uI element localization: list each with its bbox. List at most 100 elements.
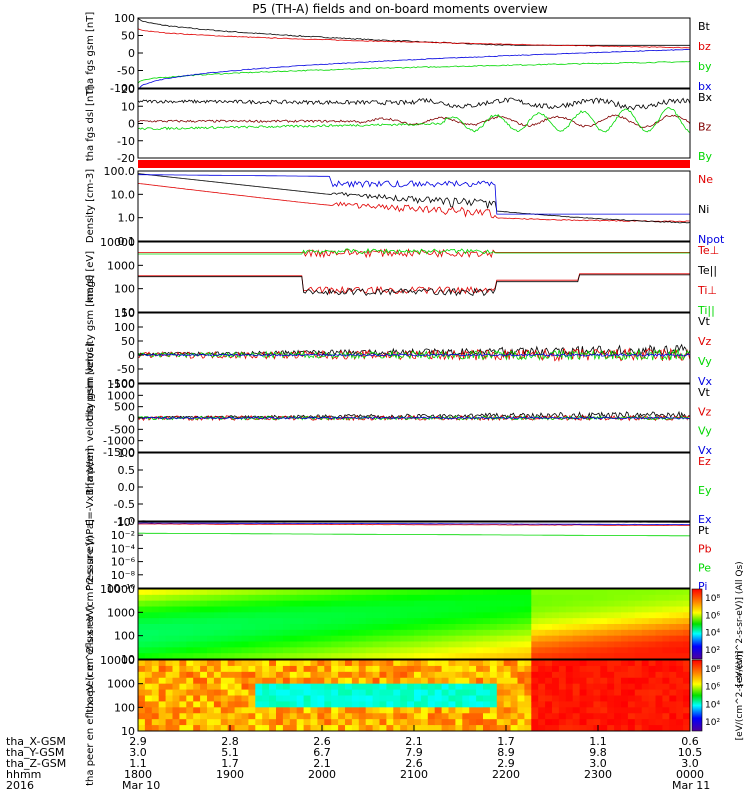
spectrogram-cell [144,624,153,631]
spectrogram-cell [172,606,180,613]
spectrogram-cell [434,713,443,720]
spectrogram-cell [607,635,615,642]
spectrogram-cell [441,713,449,720]
spectrogram-cell [386,713,394,720]
spectrogram-cell [600,629,608,637]
spectrogram-cell [386,647,394,654]
spectrogram-cell [489,725,498,732]
spectrogram-cell [400,653,408,660]
spectrogram-cell [289,695,298,702]
spectrogram-cell [579,719,587,726]
spectrogram-cell [524,719,532,726]
spectrogram-cell [517,612,525,619]
spectrogram-cell [269,635,277,642]
spectrogram-cell [614,612,622,619]
spectrogram-cell [455,594,463,602]
spectrogram-cell [172,618,180,625]
spectrogram-cell [538,606,546,613]
spectrogram-cell [634,612,643,619]
spectrogram-cell [179,612,187,619]
spectrogram-cell [331,653,339,660]
spectrogram-cell [241,683,249,691]
spectrogram-cell [310,689,318,696]
spectrogram-cell [565,689,574,696]
spectrogram-cell [179,671,187,679]
spectrogram-cell [296,683,305,691]
spectrogram-cell [600,600,608,607]
spectrogram-cell [303,606,311,613]
spectrogram-cell [400,671,408,679]
spectrogram-cell [565,618,574,625]
spectrogram-cell [241,725,249,732]
spectrogram-cell [296,653,305,660]
spectrogram-cell [641,695,650,702]
spectrogram-cell [282,629,291,637]
spectrogram-cell [303,618,311,625]
spectrogram-cell [400,629,408,637]
spectrogram-cell [151,683,160,691]
spectrogram-cell [296,594,305,602]
spectrogram-cell [593,600,601,607]
ylabel: tha fgs dsl [nT] [85,86,96,162]
spectrogram-cell [634,618,643,625]
spectrogram-cell [434,653,443,660]
spectrogram-cell [621,589,629,596]
spectrogram-cell [489,671,498,679]
colorbar-tick: 10² [705,646,720,656]
spectrogram-cell [607,618,615,625]
spectrogram-cell [151,589,160,596]
spectrogram-cell [365,618,374,625]
spectrogram-cell [144,606,153,613]
spectrogram-cell [365,701,374,708]
spectrogram-cell [641,589,650,596]
spectrogram-cell [641,641,650,648]
spectrogram-cell [531,618,539,625]
spectrogram-cell [165,689,173,696]
spectrogram-cell [552,606,560,613]
ytick-label: 10000 [100,654,135,667]
ytick-label: 10⁻¹⁰ [106,582,135,595]
spectrogram-cell [489,635,498,642]
spectrogram-cell [641,624,650,631]
spectrogram-cell [455,695,463,702]
spectrogram-cell [400,612,408,619]
spectrogram-cell [407,683,415,691]
spectrogram-cell [558,653,567,660]
spectrogram-cell [282,612,291,619]
spectrogram-cell [524,683,532,691]
spectrogram-cell [165,612,173,619]
spectrogram-cell [358,719,367,726]
spectrogram-cell [317,701,325,708]
spectrogram-cell [600,677,608,685]
spectrogram-cell [331,683,339,691]
ytick-label: -100 [110,82,135,95]
ytick-label: 10000 [100,236,135,249]
spectrogram-cell [324,629,332,637]
spectrogram-cell [379,719,387,726]
spectrogram-cell [227,660,236,667]
ytick-label: -10 [117,135,135,148]
spectrogram-cell [414,600,422,607]
spectrogram-cell [358,677,367,685]
ytick-label: -0.5 [114,498,135,511]
spectrogram-cell [151,725,160,732]
spectrogram-cell [462,624,470,631]
spectrogram-cell [524,707,532,714]
spectrogram-cell [476,635,484,642]
spectrogram-cell [545,629,553,637]
spectrogram-cell [586,594,594,602]
spectrogram-cell [634,707,643,714]
spectrogram-cell [269,618,277,625]
spectrogram-cell [172,689,180,696]
spectrogram-cell [303,629,311,637]
spectrogram-cell [572,707,581,714]
spectrogram-cell [634,671,643,679]
spectrogram-cell [158,725,167,732]
spectrogram-cell [489,600,498,607]
spectrogram-cell [586,701,594,708]
spectrogram-cell [683,641,691,648]
spectrogram-cell [365,594,374,602]
spectrogram-cell [144,725,153,732]
spectrogram-cell [662,719,670,726]
spectrogram-cell [414,594,422,602]
